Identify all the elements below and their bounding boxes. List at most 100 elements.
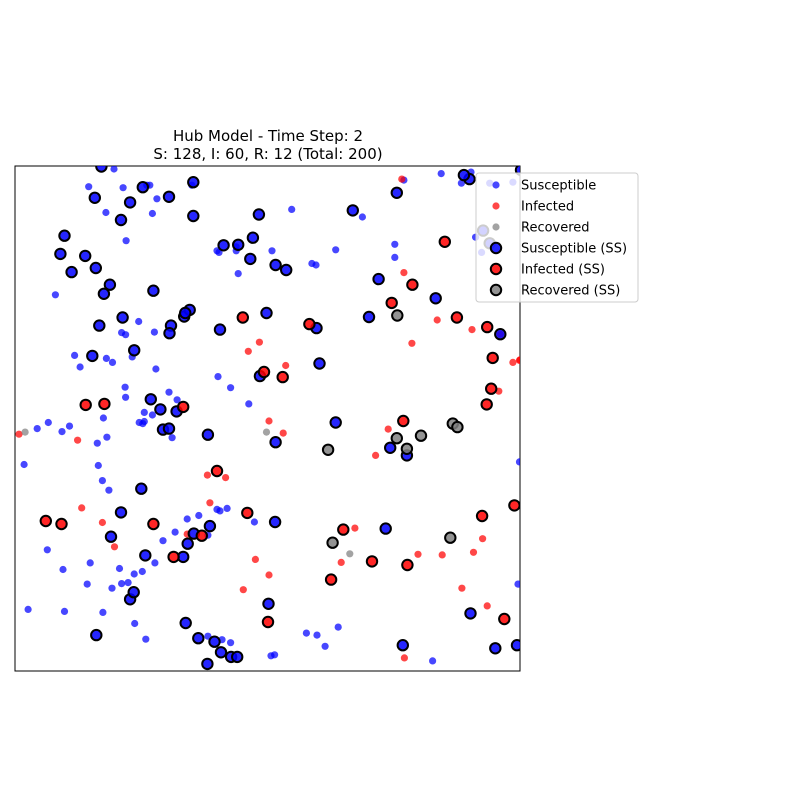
point-infected (384, 425, 392, 433)
point-susceptible (135, 418, 143, 427)
point-susceptible (332, 246, 340, 254)
point-susceptible-ss (181, 537, 194, 550)
legend: Susceptible Infected Recovered Susceptible … (475, 172, 639, 303)
point-susceptible-ss (97, 287, 111, 300)
point-infected (98, 518, 106, 527)
point-susceptible-ss (313, 357, 326, 370)
legend-marker-recovered (492, 223, 500, 231)
point-susceptible-ss (136, 181, 150, 194)
point-infected-ss (303, 317, 316, 331)
point-infected (337, 558, 345, 567)
point-susceptible-ss (93, 319, 106, 332)
point-susceptible (130, 570, 138, 578)
point-infected-ss (55, 517, 68, 531)
point-susceptible (108, 358, 117, 366)
point-susceptible (103, 433, 111, 441)
point-susceptible-ss (203, 519, 217, 533)
point-susceptible (122, 393, 130, 401)
point-susceptible-ss (246, 231, 260, 244)
point-susceptible (171, 528, 179, 536)
point-susceptible (223, 504, 231, 512)
point-susceptible (122, 237, 130, 245)
point-recovered-ss (414, 429, 428, 442)
point-susceptible (216, 507, 224, 515)
point-susceptible (234, 270, 242, 278)
point-susceptible-ss (88, 191, 102, 205)
point-susceptible (268, 247, 276, 255)
legend-box (475, 172, 639, 303)
point-susceptible (165, 388, 173, 396)
point-susceptible-ss (232, 238, 245, 252)
point-susceptible (99, 414, 107, 422)
point-susceptible (138, 567, 146, 576)
point-susceptible (110, 166, 118, 173)
point-infected (265, 571, 273, 579)
point-susceptible-ss (384, 441, 397, 454)
point-susceptible-ss (362, 310, 376, 324)
legend-marker-infected-ss (489, 262, 503, 276)
point-infected (239, 586, 247, 594)
point-susceptible (122, 331, 130, 339)
chart-title-line-1: Hub Model - Time Step: 2 (173, 127, 363, 145)
point-infected-ss (485, 382, 498, 395)
point-susceptible-ss (457, 168, 471, 182)
point-susceptible (227, 384, 235, 392)
point-susceptible-ss (139, 549, 152, 562)
point-susceptible (119, 184, 127, 192)
point-susceptible-ss (252, 208, 266, 221)
point-susceptible (159, 537, 167, 545)
point-susceptible-ss (54, 247, 67, 261)
point-susceptible-ss (162, 422, 176, 435)
point-susceptible-ss (262, 597, 275, 610)
point-susceptible (43, 546, 51, 554)
point-susceptible (227, 639, 235, 647)
point-susceptible-ss (464, 607, 477, 620)
legend-label-infected: Infected (521, 200, 574, 215)
point-infected (372, 451, 380, 459)
point-infected-ss (324, 573, 338, 586)
point-susceptible (514, 580, 520, 588)
point-susceptible (135, 317, 143, 326)
point-susceptible (515, 458, 520, 466)
legend-label-infected-ss: Infected (SS) (521, 263, 605, 278)
point-infected-ss (475, 509, 489, 523)
point-susceptible (121, 383, 129, 391)
point-susceptible (58, 428, 66, 436)
point-susceptible-ss (329, 416, 342, 429)
point-infected-ss (276, 370, 289, 384)
point-infected-ss (79, 398, 92, 412)
point-susceptible (302, 629, 310, 637)
point-susceptible (334, 623, 342, 631)
point-susceptible (20, 460, 28, 469)
point-susceptible (71, 351, 79, 359)
point-recovered-ss (444, 531, 457, 544)
point-susceptible (151, 559, 159, 567)
point-susceptible (85, 183, 93, 191)
point-susceptible (271, 651, 279, 659)
point-infected (282, 361, 290, 370)
point-susceptible (358, 213, 366, 221)
point-infected-ss (177, 400, 190, 414)
point-infected (414, 550, 422, 558)
point-susceptible-ss (231, 650, 244, 664)
point-susceptible-ss (114, 213, 128, 227)
point-susceptible (65, 422, 74, 430)
point-susceptible-ss (214, 646, 228, 659)
point-susceptible-ss (79, 249, 92, 263)
point-susceptible (183, 515, 191, 523)
point-susceptible-ss (192, 632, 205, 645)
point-susceptible-ss (268, 515, 282, 529)
point-susceptible-ss (86, 349, 99, 363)
point-susceptible-ss (280, 263, 293, 277)
point-susceptible-ss (128, 344, 141, 357)
point-infected (438, 551, 446, 559)
point-susceptible-ss (58, 229, 71, 242)
point-infected-ss (385, 296, 398, 310)
point-susceptible-ss (269, 436, 282, 449)
point-recovered (21, 428, 29, 436)
point-susceptible (102, 208, 110, 217)
point-infected-ss (401, 558, 414, 572)
point-susceptible (142, 635, 150, 643)
